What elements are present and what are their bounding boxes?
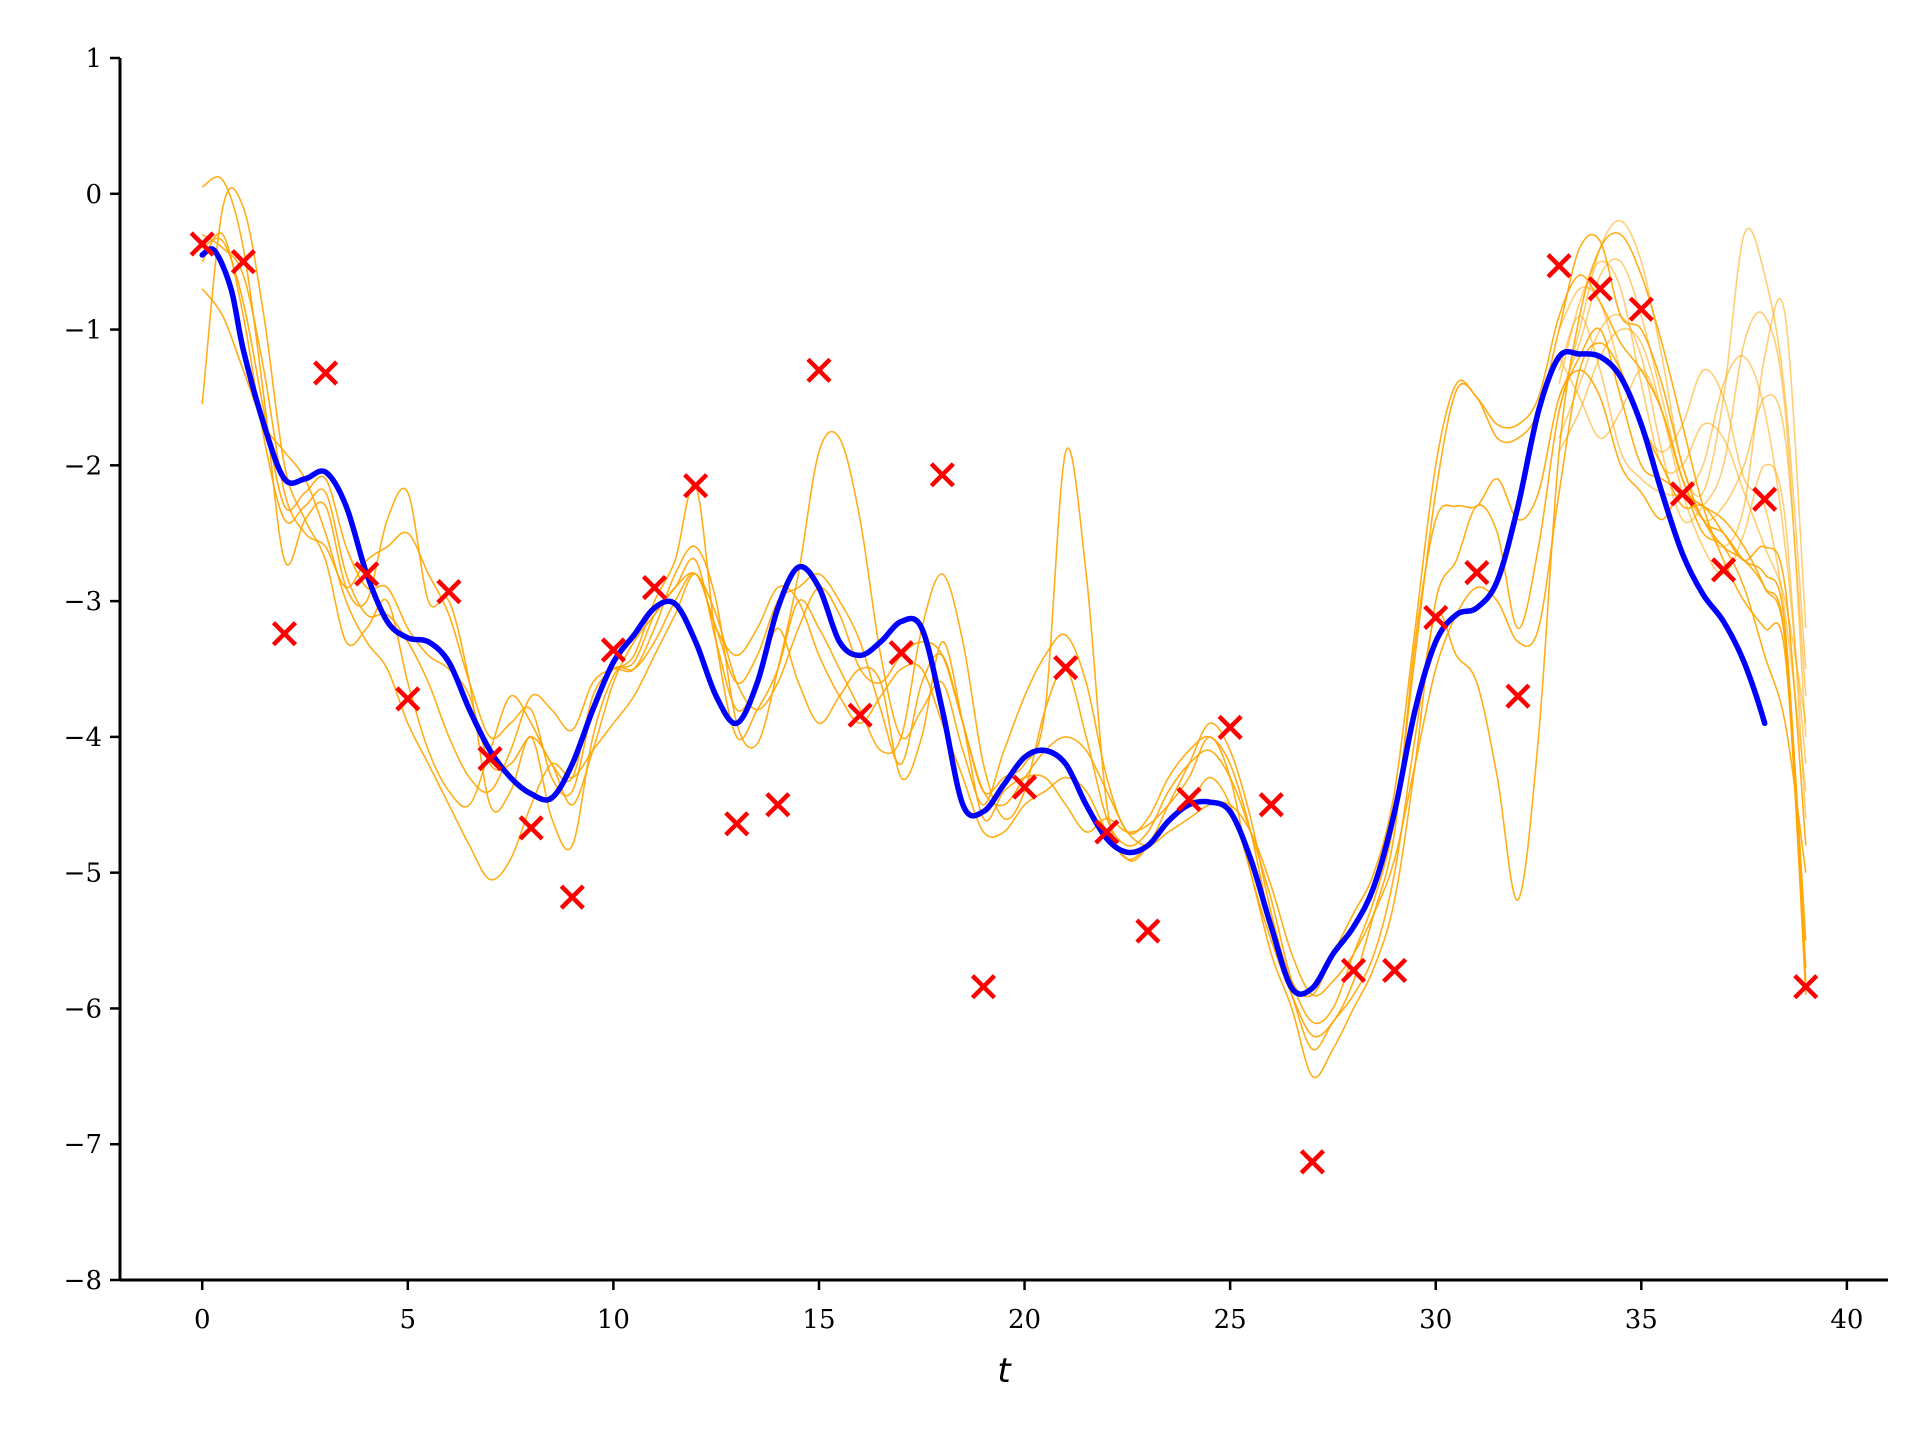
- observation-marker: [1382, 957, 1408, 984]
- observation-marker: [1094, 819, 1120, 845]
- observation-marker: [1299, 1149, 1325, 1175]
- x-axis-label: t: [997, 1351, 1012, 1391]
- observation-marker: [354, 561, 380, 587]
- x-tick-label: 35: [1625, 1305, 1658, 1335]
- observation-marker: [1546, 253, 1572, 279]
- y-tick-label: 1: [85, 44, 102, 74]
- observation-marker: [888, 640, 914, 666]
- sample-curve: [1558, 297, 1807, 629]
- sample-curve: [201, 288, 1807, 1079]
- observation-marker: [847, 702, 873, 728]
- observation-marker: [1587, 276, 1613, 302]
- observation-marker: [600, 637, 626, 663]
- observation-marker: [683, 473, 709, 499]
- sample-curve: [1558, 328, 1807, 819]
- y-tick-label: −4: [64, 723, 102, 753]
- observation-marker: [1176, 786, 1202, 812]
- x-tick-label: 40: [1830, 1305, 1863, 1335]
- observation-marker: [1505, 683, 1531, 709]
- observation-markers: [189, 231, 1819, 1175]
- x-tick-label: 20: [1008, 1305, 1041, 1335]
- observation-marker: [312, 360, 339, 386]
- observation-marker: [271, 621, 298, 647]
- observation-marker: [1464, 560, 1490, 586]
- observation-marker: [1669, 481, 1696, 507]
- observation-marker: [189, 231, 215, 257]
- sample-curve: [201, 233, 1807, 998]
- sample-curve: [1558, 315, 1807, 765]
- x-tick-label: 0: [194, 1305, 211, 1335]
- sample-curve: [1558, 286, 1807, 792]
- axes: [118, 58, 1888, 1282]
- observation-marker: [1340, 957, 1367, 984]
- y-tick-label: −2: [64, 451, 102, 481]
- y-tick-label: −8: [64, 1266, 102, 1296]
- x-tick-label: 5: [400, 1305, 417, 1335]
- y-tick-label: −6: [64, 994, 102, 1024]
- observation-marker: [436, 579, 462, 605]
- observation-marker: [806, 357, 832, 383]
- observation-marker: [1752, 486, 1778, 512]
- observation-marker: [641, 574, 668, 601]
- observation-marker: [1423, 604, 1449, 630]
- mean-line: [199, 246, 1768, 997]
- observation-marker: [1217, 714, 1243, 740]
- observation-marker: [1011, 774, 1038, 800]
- y-tick-label: −1: [64, 316, 102, 346]
- observation-marker: [1135, 918, 1161, 944]
- y-tick-label: −7: [64, 1130, 102, 1160]
- observation-marker: [765, 792, 791, 818]
- observation-marker: [518, 815, 544, 841]
- sample-curve: [201, 237, 1807, 997]
- observation-marker: [395, 686, 421, 712]
- sample-curve: [1558, 258, 1807, 697]
- x-tick-label: 15: [802, 1305, 835, 1335]
- sample-curve: [201, 232, 1807, 1051]
- x-tick-label: 25: [1214, 1305, 1247, 1335]
- observation-marker: [230, 249, 256, 275]
- x-tick-label: 10: [597, 1305, 630, 1335]
- observation-marker: [1628, 296, 1654, 322]
- observation-marker: [970, 974, 997, 1000]
- sample-curves: [201, 176, 1807, 1079]
- mean-curve: [199, 246, 1768, 997]
- observation-marker: [1053, 655, 1079, 681]
- observation-marker: [1793, 974, 1819, 1000]
- x-tick-label: 30: [1419, 1305, 1452, 1335]
- y-tick-label: −3: [64, 587, 102, 617]
- sample-curve: [1558, 260, 1807, 724]
- sample-curve: [1558, 219, 1807, 670]
- observation-marker: [559, 884, 585, 910]
- observation-marker: [1710, 557, 1737, 583]
- sample-curve: [201, 187, 1807, 1038]
- observation-marker: [1258, 792, 1284, 818]
- observation-marker: [477, 746, 503, 772]
- y-ticks: 1 0 −1 −2 −3 −4 −5 −6 −7 −8: [64, 44, 120, 1296]
- x-ticks: 0 5 10 15 20 25 30 35 40: [194, 1280, 1863, 1335]
- observation-marker: [929, 462, 955, 488]
- observation-marker: [724, 811, 750, 837]
- y-tick-label: −5: [64, 859, 102, 889]
- y-tick-label: 0: [85, 180, 102, 210]
